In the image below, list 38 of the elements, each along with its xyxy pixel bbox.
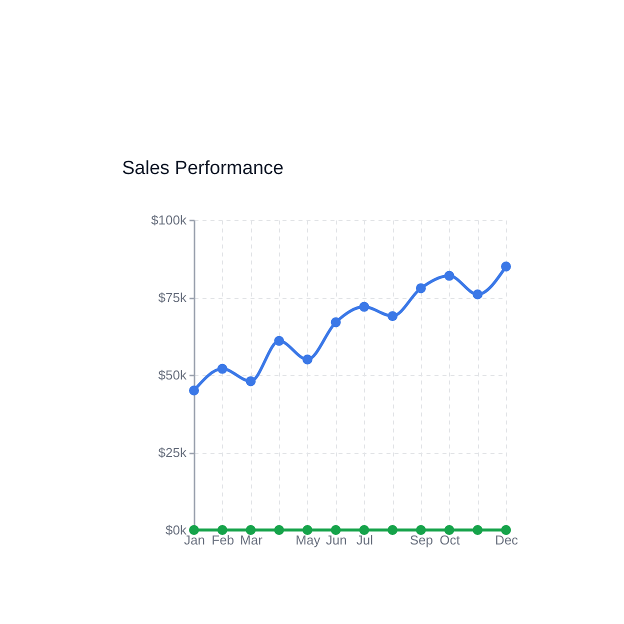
point [444, 525, 454, 535]
point [217, 525, 228, 535]
point [388, 311, 398, 322]
point [274, 336, 284, 346]
point [246, 525, 256, 535]
point [472, 289, 483, 300]
y-tick-label: $0k [166, 522, 187, 538]
point [359, 525, 370, 535]
point [359, 302, 370, 312]
point [501, 525, 511, 535]
x-tick-label: Sep [410, 532, 433, 548]
x-tick-label: Jun [326, 532, 347, 548]
point [472, 525, 483, 535]
point [189, 525, 199, 535]
x-tick-label: Feb [212, 532, 234, 548]
point [302, 354, 312, 364]
point [330, 317, 341, 328]
y-tick-label: $75k [158, 290, 187, 305]
x-tick-label: May [296, 532, 321, 548]
y-tick-label: $50k [158, 368, 187, 382]
x-tick-label: Mar [240, 532, 264, 548]
point [217, 364, 228, 374]
point [302, 525, 312, 535]
point [274, 525, 284, 535]
x-tick-label: Jul [356, 532, 374, 548]
point [416, 283, 426, 294]
point [388, 525, 398, 535]
point [246, 376, 256, 386]
point [189, 386, 199, 396]
y-tick-label: $100k [151, 212, 187, 228]
point [444, 270, 454, 281]
point [330, 525, 341, 535]
point [501, 262, 511, 272]
x-tick-label: Dec [494, 532, 519, 548]
y-tick-label: $25k [158, 445, 187, 460]
x-tick-label: Oct [440, 532, 460, 548]
chart-title: Sales Performance [122, 158, 284, 179]
point [416, 525, 426, 535]
